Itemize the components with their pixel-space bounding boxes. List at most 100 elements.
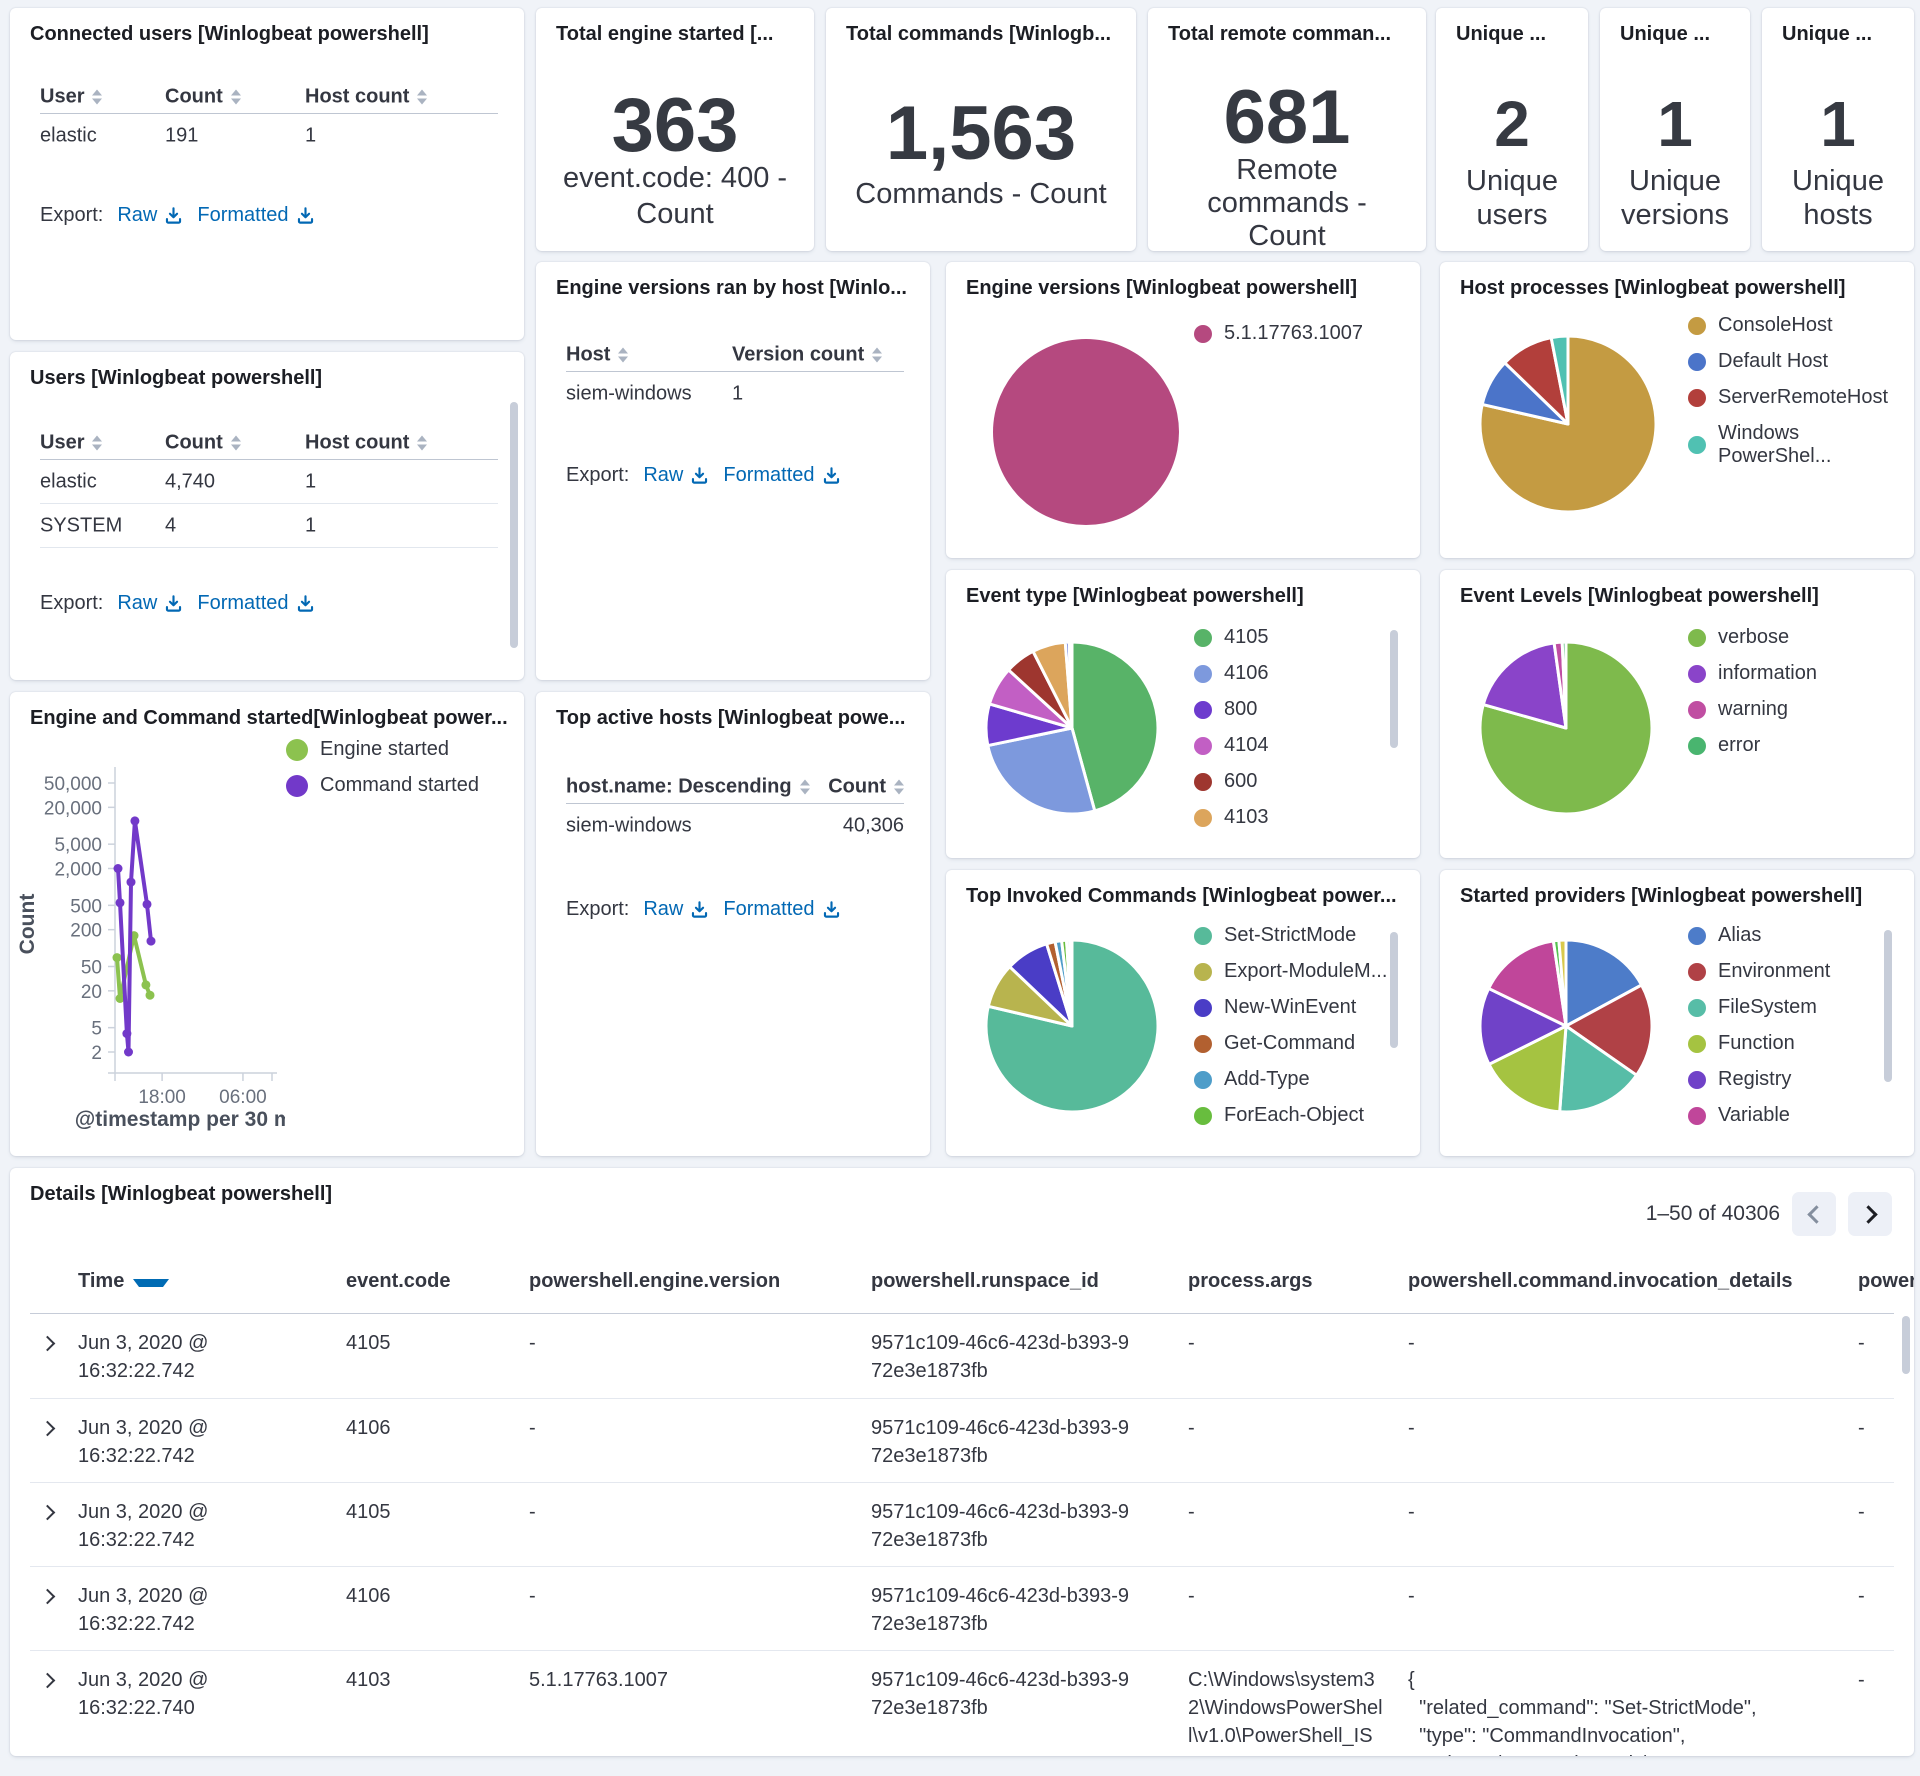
pie-slice[interactable]: [986, 726, 1097, 816]
pie-slice[interactable]: [1478, 640, 1654, 816]
pie-slice[interactable]: [993, 339, 1179, 525]
column-header-powershell-engine-version[interactable]: powershell.engine.version: [529, 1270, 781, 1292]
legend-item[interactable]: Set-StrictMode: [1194, 924, 1387, 947]
column-header-host-name-descending[interactable]: host.name: Descending: [566, 775, 810, 798]
column-header-powershell-runspace-id[interactable]: powershell.runspace_id: [871, 1270, 1099, 1292]
column-label: User: [40, 431, 85, 453]
column-header-count[interactable]: Count: [828, 775, 904, 798]
engine-versions-pie-chart[interactable]: [968, 312, 1208, 556]
legend-swatch-icon: [1688, 962, 1706, 981]
column-header-version-count[interactable]: Version count: [732, 343, 883, 366]
pie-slice[interactable]: [1487, 1024, 1568, 1114]
legend-scrollbar[interactable]: [1390, 630, 1398, 748]
column-header-process-args[interactable]: process.args: [1188, 1270, 1313, 1292]
panel-engine-versions-by-host: Engine versions ran by host [Winlo... Ho…: [536, 262, 930, 680]
legend-item[interactable]: error: [1688, 734, 1817, 757]
pie-slice[interactable]: [1564, 983, 1654, 1077]
export-formatted-link[interactable]: Formatted: [723, 898, 840, 921]
legend-item[interactable]: verbose: [1688, 626, 1817, 649]
expand-row-chevron-icon[interactable]: [39, 1335, 56, 1352]
legend-item[interactable]: New-WinEvent: [1194, 996, 1387, 1019]
pie-slice[interactable]: [1478, 986, 1568, 1066]
panel-title: Event Levels [Winlogbeat powershell]: [1460, 585, 1819, 607]
pie-slice[interactable]: [1070, 640, 1160, 813]
column-label: User: [40, 85, 85, 107]
legend-item[interactable]: Get-Command: [1194, 1032, 1387, 1055]
pie-slice[interactable]: [1068, 938, 1074, 1028]
previous-page-button[interactable]: [1792, 1192, 1836, 1236]
pie-slice[interactable]: [1487, 939, 1568, 1028]
started-providers-pie-chart[interactable]: [1456, 918, 1692, 1150]
column-header-time[interactable]: Time: [78, 1270, 346, 1313]
legend-item[interactable]: ConsoleHost: [1688, 314, 1914, 337]
legend-item[interactable]: 600: [1194, 770, 1269, 793]
legend-item[interactable]: 4106: [1194, 662, 1269, 685]
export-formatted-link[interactable]: Formatted: [197, 592, 314, 615]
export-formatted-link[interactable]: Formatted: [197, 204, 314, 227]
sort-icon: [799, 779, 810, 794]
legend-item[interactable]: information: [1688, 662, 1817, 685]
pie-slice[interactable]: [1558, 1024, 1639, 1114]
legend-item[interactable]: 800: [1194, 698, 1269, 721]
column-header-user[interactable]: User: [40, 85, 103, 108]
export-formatted-label: Formatted: [197, 592, 289, 614]
legend-item[interactable]: warning: [1688, 698, 1817, 721]
column-header-powers[interactable]: powers: [1858, 1270, 1914, 1292]
legend-item[interactable]: Add-Type: [1194, 1068, 1387, 1091]
legend-item[interactable]: Alias: [1688, 924, 1830, 947]
column-header-host-count[interactable]: Host count: [305, 85, 428, 108]
legend-item[interactable]: 5.1.17763.1007: [1194, 322, 1363, 345]
expand-row-chevron-icon[interactable]: [39, 1672, 56, 1689]
column-header-host-count[interactable]: Host count: [305, 431, 428, 454]
legend-item[interactable]: Environment: [1688, 960, 1830, 983]
export-raw-link[interactable]: Raw: [643, 464, 709, 487]
panel-title: Total engine started [...: [556, 23, 774, 45]
legend-item[interactable]: 4105: [1194, 626, 1269, 649]
pie-slice[interactable]: [1549, 334, 1570, 426]
legend-scrollbar[interactable]: [1390, 932, 1398, 1048]
pie-slice[interactable]: [1560, 640, 1568, 730]
pie-slice[interactable]: [1481, 641, 1568, 730]
pie-slice[interactable]: [1564, 938, 1644, 1028]
legend-item[interactable]: 4103: [1194, 806, 1269, 829]
export-raw-link[interactable]: Raw: [643, 898, 709, 921]
export-raw-link[interactable]: Raw: [117, 204, 183, 227]
pie-slice[interactable]: [1557, 938, 1568, 1028]
expand-row-chevron-icon[interactable]: [39, 1504, 56, 1521]
panel-scrollbar[interactable]: [1902, 1316, 1910, 1374]
column-header-count[interactable]: Count: [165, 431, 241, 454]
engine-command-line-chart[interactable]: 50,000 20,000 5,000 2,000 500 200 50 20 5 2 18:00 0…: [10, 692, 524, 1156]
legend-swatch-icon: [1688, 352, 1706, 371]
column-header-event-code[interactable]: event.code: [346, 1270, 451, 1292]
pie-slice[interactable]: [1067, 640, 1074, 730]
legend-scrollbar[interactable]: [1884, 930, 1892, 1082]
legend-item[interactable]: Registry: [1688, 1068, 1830, 1091]
column-header-user[interactable]: User: [40, 431, 103, 454]
legend-item[interactable]: FileSystem: [1688, 996, 1830, 1019]
column-header-host[interactable]: Host: [566, 343, 629, 366]
column-header-count[interactable]: Count: [165, 85, 241, 108]
export-raw-link[interactable]: Raw: [117, 592, 183, 615]
legend-item[interactable]: Command started: [286, 774, 479, 797]
host-processes-pie-chart[interactable]: [1456, 310, 1696, 550]
panel-scrollbar[interactable]: [510, 402, 518, 648]
legend-item[interactable]: ForEach-Object: [1194, 1104, 1387, 1127]
legend-item[interactable]: Export-ModuleM...: [1194, 960, 1387, 983]
legend-swatch-icon: [1194, 700, 1212, 719]
legend-item[interactable]: Default Host: [1688, 350, 1914, 373]
next-page-button[interactable]: [1848, 1192, 1892, 1236]
legend-item[interactable]: 4104: [1194, 734, 1269, 757]
legend-item[interactable]: Function: [1688, 1032, 1830, 1055]
event-levels-pie-chart[interactable]: [1456, 620, 1692, 852]
event-type-pie-chart[interactable]: [962, 620, 1198, 852]
expand-row-chevron-icon[interactable]: [39, 1588, 56, 1605]
expand-row-chevron-icon[interactable]: [39, 1420, 56, 1437]
column-header-powershell-command-invocation-details[interactable]: powershell.command.invocation_details: [1408, 1270, 1793, 1292]
export-formatted-link[interactable]: Formatted: [723, 464, 840, 487]
legend-item[interactable]: Engine started: [286, 738, 479, 761]
top-invoked-pie-chart[interactable]: [962, 918, 1198, 1150]
metric-label: Remote commands - Count: [1207, 154, 1367, 251]
legend-item[interactable]: ServerRemoteHost: [1688, 386, 1914, 409]
legend-item[interactable]: Variable: [1688, 1104, 1830, 1127]
legend-item[interactable]: Windows PowerShel...: [1688, 422, 1914, 468]
